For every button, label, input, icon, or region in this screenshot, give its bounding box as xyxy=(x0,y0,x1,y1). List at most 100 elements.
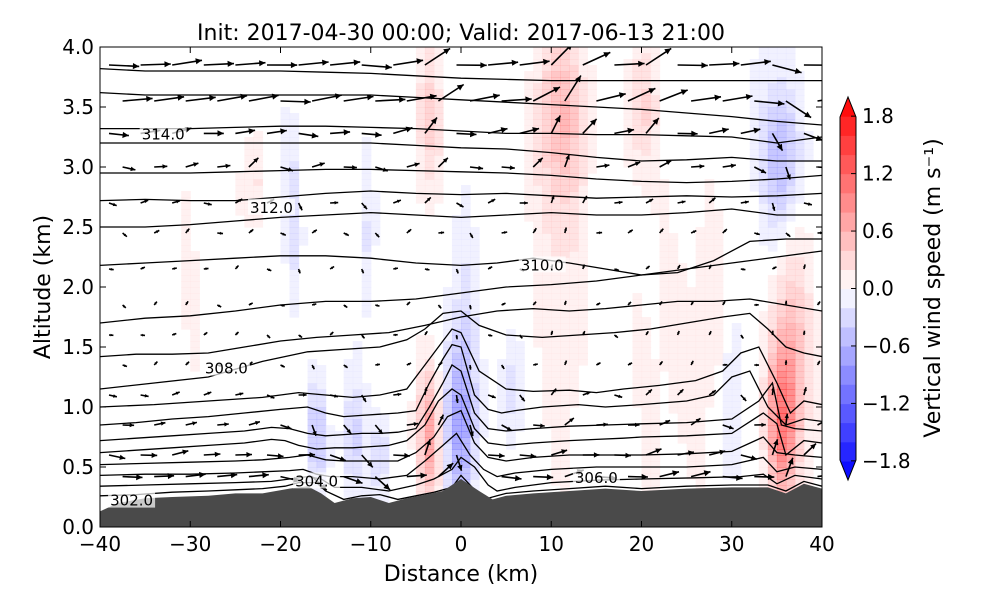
wind-cell xyxy=(352,377,363,384)
wind-cell xyxy=(181,203,191,210)
wind-vector xyxy=(248,302,254,306)
wind-cell xyxy=(704,245,715,252)
wind-cell xyxy=(370,419,381,426)
wind-cell xyxy=(641,317,652,324)
wind-cell xyxy=(785,107,796,114)
wind-cell xyxy=(695,347,706,354)
wind-cell xyxy=(803,467,814,474)
contour-label-bg xyxy=(572,468,620,485)
wind-cell xyxy=(695,311,706,318)
wind-cell xyxy=(695,455,706,462)
wind-cell xyxy=(424,179,435,186)
wind-vector xyxy=(311,364,316,370)
wind-cell xyxy=(722,359,733,366)
wind-cell xyxy=(713,347,724,354)
wind-cell xyxy=(794,245,805,252)
wind-cell xyxy=(704,401,715,408)
wind-cell xyxy=(415,431,426,438)
wind-cell xyxy=(632,341,643,348)
wind-cell xyxy=(551,71,561,78)
wind-cell xyxy=(758,323,769,330)
wind-vector xyxy=(645,117,660,134)
wind-cell xyxy=(650,413,661,420)
wind-cell xyxy=(632,59,643,66)
wind-cell xyxy=(433,89,444,96)
wind-cell xyxy=(794,425,805,432)
wind-cell xyxy=(316,425,327,432)
wind-cell xyxy=(542,143,552,150)
wind-cell xyxy=(785,257,796,264)
wind-vector xyxy=(784,413,789,426)
wind-cell xyxy=(461,449,471,456)
wind-cell xyxy=(560,191,570,198)
wind-vector xyxy=(519,453,537,459)
wind-cell xyxy=(641,161,652,168)
wind-cell xyxy=(506,395,516,402)
wind-cell xyxy=(695,401,706,408)
wind-cell xyxy=(316,461,327,468)
wind-cell xyxy=(181,209,191,216)
wind-vector xyxy=(519,394,526,402)
wind-cell xyxy=(686,329,697,336)
wind-cell xyxy=(235,191,246,198)
wind-cell xyxy=(767,221,778,228)
wind-vector xyxy=(456,202,464,208)
wind-cell xyxy=(406,425,417,432)
wind-cell xyxy=(731,341,742,348)
wind-cell xyxy=(776,113,787,120)
colorbar-label: Vertical wind speed (m s⁻¹) xyxy=(921,138,946,437)
wind-cell xyxy=(352,389,363,396)
wind-cell xyxy=(253,167,264,174)
wind-cell xyxy=(343,389,354,396)
wind-cell xyxy=(461,275,471,282)
wind-cell xyxy=(794,293,805,300)
wind-cell xyxy=(569,107,579,114)
wind-vector xyxy=(153,301,158,306)
wind-cell xyxy=(542,395,552,402)
wind-cell xyxy=(668,359,679,366)
wind-cell xyxy=(587,65,597,72)
wind-cell xyxy=(785,449,796,456)
wind-cell xyxy=(794,377,805,384)
wind-cell xyxy=(442,473,453,480)
wind-cell xyxy=(749,167,760,174)
wind-cell xyxy=(578,227,588,234)
wind-cell xyxy=(325,455,336,462)
wind-cell xyxy=(794,467,805,474)
wind-cell xyxy=(785,479,796,486)
wind-cell xyxy=(551,83,561,90)
wind-cell xyxy=(767,167,778,174)
wind-cell xyxy=(370,221,381,228)
wind-cell xyxy=(569,293,579,300)
wind-cell xyxy=(415,437,426,444)
wind-cell xyxy=(424,401,435,408)
y-tick-label: 3.0 xyxy=(62,155,94,179)
wind-vector xyxy=(343,304,348,309)
wind-vector xyxy=(550,195,555,204)
wind-vector xyxy=(614,394,623,399)
wind-cell xyxy=(289,119,300,126)
wind-cell xyxy=(190,365,200,372)
wind-cell xyxy=(307,383,318,390)
wind-cell xyxy=(731,425,742,432)
wind-cell xyxy=(650,155,661,162)
wind-vector xyxy=(217,231,224,235)
wind-vector xyxy=(614,452,632,459)
wind-cell xyxy=(316,401,327,408)
wind-cell xyxy=(560,293,570,300)
wind-vector xyxy=(374,476,391,491)
wind-cell xyxy=(461,269,471,276)
wind-cell xyxy=(722,455,733,462)
wind-vector xyxy=(740,454,758,461)
wind-cell xyxy=(298,227,309,234)
wind-cell xyxy=(560,119,570,126)
wind-cell xyxy=(461,329,471,336)
wind-cell xyxy=(190,347,200,354)
wind-cell xyxy=(785,89,796,96)
wind-vector xyxy=(280,232,287,236)
wind-cell xyxy=(533,335,543,342)
wind-cell xyxy=(551,239,561,246)
wind-cell xyxy=(632,293,643,300)
wind-cell xyxy=(767,179,778,186)
wind-cell xyxy=(461,215,471,222)
